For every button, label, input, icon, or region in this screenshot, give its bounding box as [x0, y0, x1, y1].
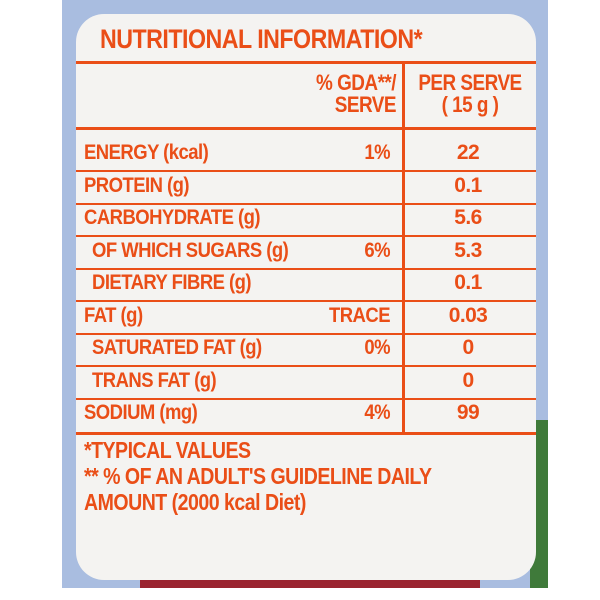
footnote-3: AMOUNT (2000 kcal Diet) — [84, 489, 306, 515]
row-divider — [76, 202, 536, 205]
row-value: 5.6 — [454, 206, 482, 229]
row-value: 0 — [462, 368, 474, 392]
divider — [76, 432, 536, 435]
row-gda: TRACE — [328, 303, 391, 327]
row-value: 99 — [456, 401, 480, 424]
gda-header-line2: SERVE — [334, 92, 397, 117]
row-divider — [76, 397, 536, 400]
row-label: TRANS FAT (g) — [92, 368, 217, 392]
gda-header: % GDA**/ SERVE — [288, 72, 396, 116]
row-gda: 6% — [364, 238, 390, 262]
row-label: OF WHICH SUGARS (g) — [92, 238, 289, 262]
gda-header-line1: % GDA**/ — [316, 70, 396, 95]
row-label: FAT (g) — [84, 303, 143, 327]
per-serve-header-line1: PER SERVE — [418, 70, 522, 95]
row-divider — [76, 300, 536, 302]
row-divider — [76, 365, 536, 367]
row-label: CARBOHYDRATE (g) — [84, 206, 261, 229]
row-gda: 1% — [364, 141, 390, 164]
per-serve-header-line2: ( 15 g ) — [441, 92, 499, 117]
row-value: 5.3 — [454, 238, 482, 262]
row-gda: 0% — [364, 336, 390, 359]
footnote-1: *TYPICAL VALUES — [84, 437, 251, 463]
nutrition-label-panel — [76, 14, 536, 580]
row-value: 22 — [456, 141, 480, 164]
row-divider — [76, 332, 536, 335]
row-label: SATURATED FAT (g) — [92, 336, 262, 359]
column-divider — [402, 62, 405, 434]
per-serve-header: PER SERVE ( 15 g ) — [417, 72, 524, 116]
row-gda: 4% — [364, 401, 390, 424]
footnote-2: ** % OF AN ADULT'S GUIDELINE DAILY — [84, 463, 432, 489]
row-value: 0.1 — [454, 173, 482, 197]
row-divider — [76, 170, 536, 172]
row-value: 0.1 — [454, 271, 482, 294]
row-value: 0.03 — [448, 303, 488, 327]
row-divider — [76, 235, 536, 237]
row-label: ENERGY (kcal) — [84, 141, 209, 164]
row-label: PROTEIN (g) — [84, 173, 190, 197]
package-graphic — [140, 578, 480, 588]
row-value: 0 — [462, 336, 474, 359]
row-label: SODIUM (mg) — [84, 401, 198, 424]
divider — [76, 127, 536, 130]
label-title: NUTRITIONAL INFORMATION* — [100, 24, 423, 54]
row-divider — [76, 267, 536, 270]
divider — [76, 61, 536, 64]
row-label: DIETARY FIBRE (g) — [92, 271, 252, 294]
